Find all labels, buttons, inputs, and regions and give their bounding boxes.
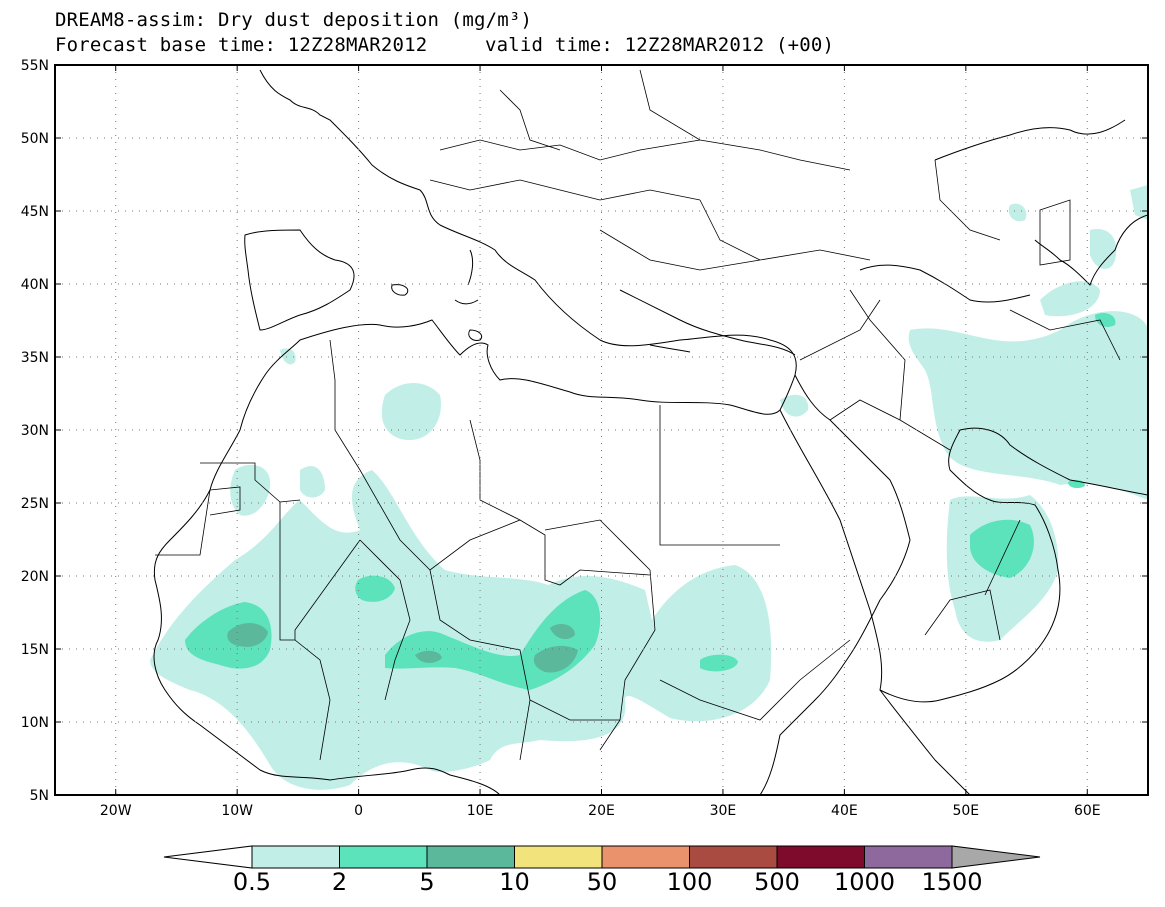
lat-tick-label: 40N xyxy=(21,277,49,293)
colorbar-swatch xyxy=(601,845,690,869)
lat-tick-label: 55N xyxy=(21,58,49,74)
lon-tick-label: 40E xyxy=(831,803,858,819)
lat-tick-label: 45N xyxy=(21,204,49,220)
colorbar-swatch xyxy=(426,845,515,869)
map-title: DREAM8-assim: Dry dust deposition (mg/m³… xyxy=(55,9,533,31)
colorbar-swatch xyxy=(864,845,953,869)
lat-tick-label: 30N xyxy=(21,423,49,439)
dust-level-3 xyxy=(227,623,578,673)
colorbar-label: 2 xyxy=(332,868,347,896)
map-subtitle: Forecast base time: 12Z28MAR2012 valid ti… xyxy=(55,34,834,56)
colorbar-swatch xyxy=(339,845,428,869)
lon-tick-label: 20W xyxy=(100,803,132,819)
colorbar-label: 500 xyxy=(754,868,800,896)
colorbar-swatch xyxy=(776,845,865,869)
colorbar-swatch xyxy=(514,845,603,869)
colorbar-label: 1000 xyxy=(834,868,895,896)
colorbar: 0.5 2 5 10 50 100 500 1000 1500 xyxy=(163,845,1041,896)
colorbar-label: 1500 xyxy=(921,868,982,896)
lat-tick-label: 15N xyxy=(21,642,49,658)
colorbar-label: 10 xyxy=(499,868,530,896)
colorbar-label: 0.5 xyxy=(233,868,271,896)
lat-tick-label: 10N xyxy=(21,715,49,731)
lon-tick-label: 20E xyxy=(588,803,615,819)
lon-tick-label: 10E xyxy=(467,803,494,819)
lat-tick-label: 25N xyxy=(21,496,49,512)
colorbar-swatch xyxy=(689,845,778,869)
colorbar-low-arrow xyxy=(163,845,253,869)
map-plot-area xyxy=(55,65,1148,795)
lon-tick-label: 30E xyxy=(710,803,737,819)
lat-tick-label: 35N xyxy=(21,350,49,366)
colorbar-label: 100 xyxy=(667,868,713,896)
lon-tick-label: 60E xyxy=(1074,803,1101,819)
lon-tick-label: 10W xyxy=(221,803,253,819)
lat-tick-label: 50N xyxy=(21,131,49,147)
graticule xyxy=(55,65,1148,795)
lon-tick-label: 0 xyxy=(354,803,363,819)
lon-tick-label: 50E xyxy=(952,803,979,819)
lat-tick-label: 5N xyxy=(30,788,49,804)
coastlines xyxy=(153,69,1148,795)
colorbar-label: 5 xyxy=(419,868,434,896)
colorbar-label: 50 xyxy=(587,868,618,896)
axis-ticks: 20W 10W 0 10E 20E 30E 40E 50E 60E 55N 50N 45N 40N 35N… xyxy=(21,58,1148,819)
colorbar-swatch xyxy=(251,845,340,869)
valid-time-label: valid time: 12Z28MAR2012 (+00) xyxy=(485,34,835,56)
base-time-label: Forecast base time: 12Z28MAR2012 xyxy=(55,34,428,56)
lat-tick-label: 20N xyxy=(21,569,49,585)
dust-level-1 xyxy=(150,185,1148,790)
colorbar-high-arrow xyxy=(951,845,1041,869)
